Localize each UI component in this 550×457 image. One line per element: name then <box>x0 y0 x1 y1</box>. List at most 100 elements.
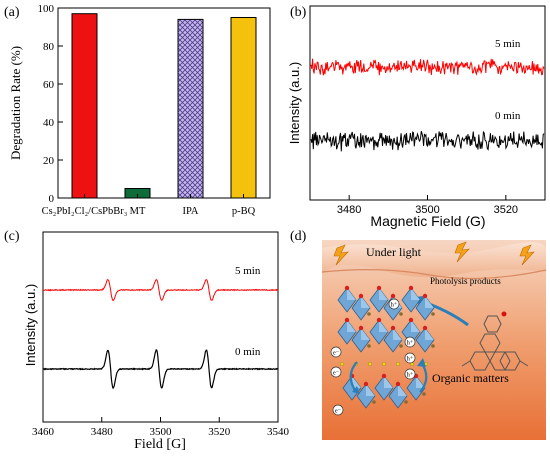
halide-atom-icon <box>422 293 428 299</box>
light-bolt-icon <box>519 244 535 266</box>
interface-atom-icon <box>340 362 345 367</box>
x-tick-label: Cs₂PbI₂Cl₂/CsPbBr₃ <box>42 206 128 217</box>
cation-atom-icon <box>431 344 435 348</box>
panel-a-y-axis: 0 20 40 60 80 100 <box>38 3 63 205</box>
cation-atom-icon <box>399 312 403 316</box>
octahedron-facet <box>425 296 434 308</box>
cation-atom-icon <box>367 312 371 316</box>
x-tick-label: 3460 <box>32 426 55 438</box>
organic-matters-label: Organic matters <box>432 371 509 385</box>
octahedron-facet <box>416 376 425 388</box>
octahedron-facet <box>379 288 388 300</box>
x-tick-label: 3480 <box>91 426 114 438</box>
cation-atom-icon <box>422 392 426 396</box>
x-tick-label: 3520 <box>208 426 231 438</box>
y-tick-label: 100 <box>38 3 55 15</box>
halide-atom-icon <box>376 285 382 291</box>
hole-label: h⁺ <box>407 372 414 379</box>
halide-atom-icon <box>358 293 364 299</box>
electron-label: e⁻ <box>335 408 341 415</box>
octahedron-facet <box>361 328 370 340</box>
panel-d-liquid-surface <box>322 242 546 278</box>
halide-atom-icon <box>376 317 382 323</box>
electron-circle <box>330 366 342 378</box>
panel-b-series-0min <box>310 130 545 152</box>
panel-c-frame <box>42 231 279 423</box>
organic-molecule-icon <box>461 311 529 371</box>
panel-a-bars <box>71 13 257 199</box>
panel-c-x-axis-title: Field [G] <box>134 437 186 452</box>
octahedron-facet <box>347 320 356 332</box>
perovskite-crystal-structure <box>337 285 435 409</box>
panel-c-label-0min: 0 min <box>235 346 261 358</box>
x-tick-label: p-BQ <box>232 206 256 217</box>
octahedron-facet <box>398 384 407 396</box>
panel-b-x-axis-title: Magnetic Field (G) <box>370 213 485 229</box>
halide-atom-icon <box>344 317 350 323</box>
halide-atom-icon <box>390 293 396 299</box>
light-bolt-icon <box>454 241 470 263</box>
light-bolt-icon <box>333 244 349 266</box>
panel-a-x-axis: Cs₂PbI₂Cl₂/CsPbBr₃ MT IPA p-BQ <box>42 194 256 217</box>
octahedron-facet <box>411 320 420 332</box>
electron-circle <box>332 404 344 416</box>
octahedron-facet <box>361 296 370 308</box>
panel-b-label-5min: 5 min <box>495 38 521 50</box>
panel-b-label: (b) <box>290 5 307 20</box>
octahedron-facet <box>366 384 375 396</box>
interface-atom-icon <box>396 362 401 367</box>
bar-0 <box>71 13 98 199</box>
y-tick-label: 0 <box>49 193 55 205</box>
octahedron-facet <box>411 288 420 300</box>
x-tick-label: 3520 <box>494 204 518 216</box>
halide-atom-icon <box>408 285 414 291</box>
cation-atom-icon <box>431 312 435 316</box>
panel-c-label: (c) <box>4 229 20 244</box>
panel-b-x-axis: 3480 3500 3520 <box>337 195 518 216</box>
panel-a-bar-chart: (a) 0 20 40 60 80 100 Cs₂PbI₂Cl₂/CsPbBr₃ MT IPA… <box>4 3 271 217</box>
y-tick-label: 80 <box>43 41 55 53</box>
interface-atom-icon <box>382 362 387 367</box>
x-tick-label: 3500 <box>415 204 439 216</box>
charge-carriers: h⁺ h⁺ h⁺ h⁺ e⁻ e⁻ e⁻ <box>330 298 416 416</box>
x-tick-label: 3540 <box>267 426 290 438</box>
hole-circle <box>404 352 416 364</box>
panel-c-series-0min <box>42 349 279 390</box>
octahedron-facet <box>393 328 402 340</box>
panel-c-x-axis: 3460 3480 3500 3520 3540 <box>32 417 290 438</box>
panel-d-surface-line <box>321 269 547 280</box>
panel-d-mechanism-diagram: (d) Under light Photolysis products Orga… <box>290 229 547 440</box>
bar-2 <box>177 18 204 199</box>
panel-c-esr-spectrum: (c) 3460 3480 3500 3520 3540 5 min 0 min Fie… <box>4 229 290 452</box>
cation-atom-icon <box>399 344 403 348</box>
panel-c-label-5min: 5 min <box>235 265 261 277</box>
interface-atom-icon <box>368 362 373 367</box>
panel-d-label: (d) <box>290 229 307 244</box>
octahedron-facet <box>384 376 393 388</box>
panel-c-y-axis-title: Intensity (a.u.) <box>23 284 38 366</box>
electron-label: e⁻ <box>333 370 339 377</box>
hole-circle <box>404 368 416 380</box>
cation-atom-icon <box>404 400 408 404</box>
y-tick-label: 20 <box>43 155 55 167</box>
x-tick-label: 3480 <box>337 204 361 216</box>
hole-circle <box>388 298 400 310</box>
panel-a-frame <box>57 7 271 199</box>
halide-atom-icon <box>344 285 350 291</box>
halide-atom-icon <box>381 373 387 379</box>
panel-a-label: (a) <box>4 5 20 20</box>
electron-transfer-arrowhead <box>352 386 360 394</box>
cation-atom-icon <box>367 344 371 348</box>
y-tick-label: 40 <box>43 117 55 129</box>
panel-c-series-5min <box>42 279 279 302</box>
under-light-label: Under light <box>366 245 422 259</box>
panel-b-frame <box>309 5 546 201</box>
panel-a-y-axis-title: Degradation Rate (%) <box>8 46 23 160</box>
photolysis-label: Photolysis products <box>430 276 501 286</box>
hole-circle <box>404 336 416 348</box>
octahedron-facet <box>352 376 361 388</box>
panel-b-label-0min: 0 min <box>495 110 521 122</box>
halide-atom-icon <box>422 325 428 331</box>
halide-atom-icon <box>408 317 414 323</box>
